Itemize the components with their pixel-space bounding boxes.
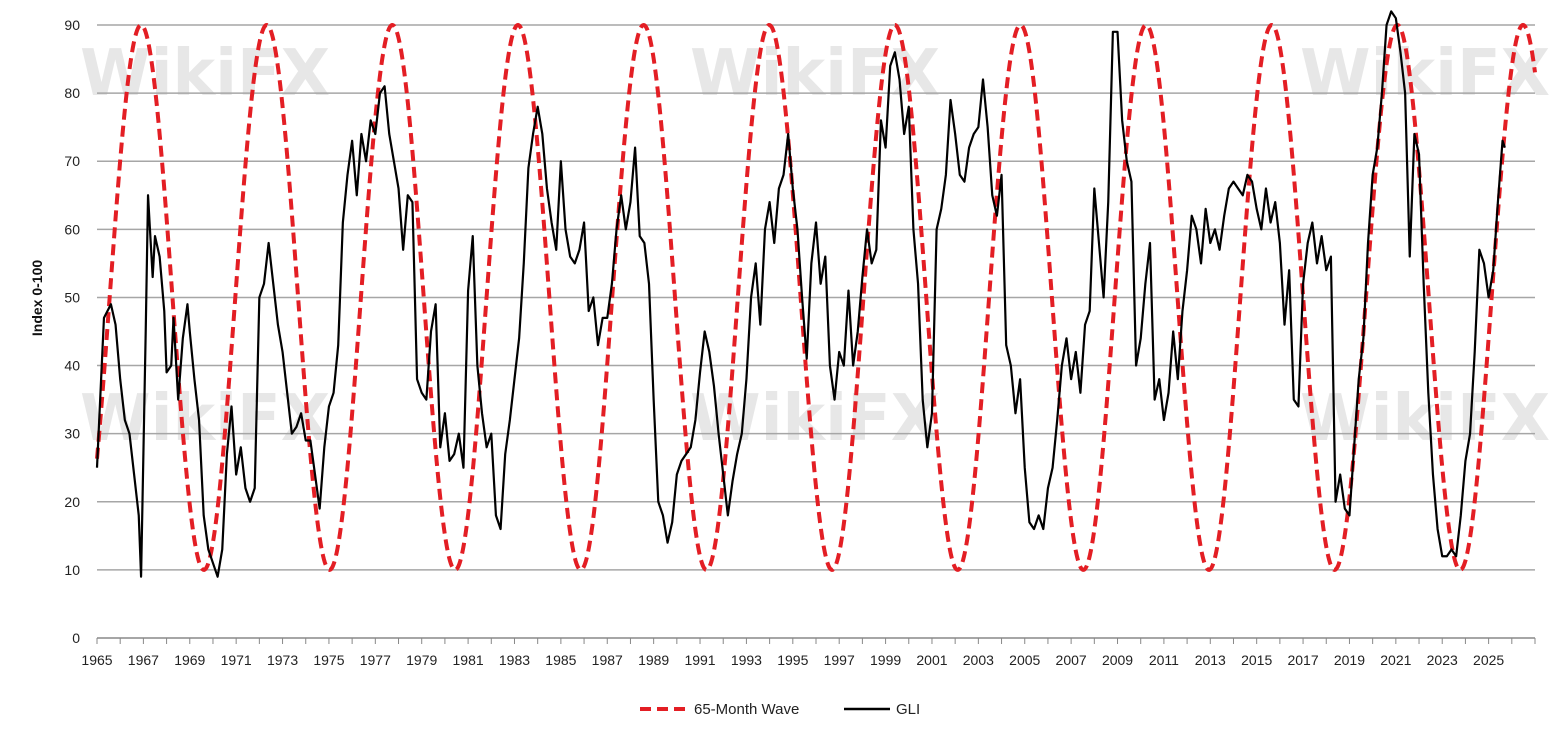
y-tick-label: 0: [72, 630, 80, 646]
x-tick-label: 1965: [81, 652, 112, 668]
x-tick-label: 2001: [916, 652, 947, 668]
y-tick-label: 20: [64, 494, 80, 510]
y-tick-label: 10: [64, 562, 80, 578]
x-tick-label: 1983: [499, 652, 530, 668]
x-tick-label: 1997: [824, 652, 855, 668]
y-tick-label: 40: [64, 358, 80, 374]
x-tick-label: 2011: [1149, 652, 1179, 668]
series-line-65-month-wave: [95, 22, 1537, 572]
legend-label-65-month-wave: 65-Month Wave: [694, 701, 799, 718]
x-axis: 1965 1967 1969 1971 1973 1975 1977 1979 1981 1983…: [81, 637, 1536, 668]
legend-label-gli: GLI: [896, 701, 920, 718]
x-tick-label: 1995: [777, 652, 808, 668]
x-tick-label: 1971: [221, 652, 252, 668]
y-tick-label: 30: [64, 426, 80, 442]
x-tick-label: 2019: [1334, 652, 1365, 668]
x-tick-label: 2023: [1427, 652, 1458, 668]
x-tick-label: 2005: [1009, 652, 1040, 668]
gridlines: [97, 24, 1535, 571]
x-tick-label: 2025: [1473, 652, 1504, 668]
x-tick-label: 1979: [406, 652, 437, 668]
y-axis-ticks: 0 10 20 30 40 50 60 70 80 90: [64, 17, 80, 646]
y-tick-label: 50: [64, 289, 80, 305]
x-tick-label: 1999: [870, 652, 901, 668]
x-tick-label: 2021: [1380, 652, 1411, 668]
x-tick-label: 1987: [592, 652, 623, 668]
y-tick-label: 60: [64, 221, 80, 237]
watermark-text: WikiFX: [80, 37, 330, 111]
series-line-gli: [95, 10, 1506, 578]
x-tick-label: 2009: [1102, 652, 1133, 668]
y-tick-label: 80: [64, 85, 80, 101]
x-tick-label: 1977: [360, 652, 391, 668]
x-tick-label: 1981: [453, 652, 484, 668]
x-tick-label: 1989: [638, 652, 669, 668]
legend: 65-Month Wave GLI: [640, 701, 920, 718]
x-tick-label: 1993: [731, 652, 762, 668]
y-tick-label: 90: [64, 17, 80, 33]
x-tick-label: 2015: [1241, 652, 1272, 668]
x-tick-label: 2017: [1287, 652, 1318, 668]
x-tick-label: 2007: [1056, 652, 1087, 668]
x-tick-label: 1991: [684, 652, 715, 668]
x-tick-label: 1985: [545, 652, 576, 668]
watermark-text: WikiFX: [80, 382, 330, 456]
y-tick-label: 70: [64, 153, 80, 169]
x-tick-label: 1967: [128, 652, 159, 668]
watermark-text: WikiFX: [1300, 37, 1550, 111]
x-tick-label: 1969: [174, 652, 205, 668]
x-tick-label: 2013: [1195, 652, 1226, 668]
x-tick-label: 1975: [313, 652, 344, 668]
watermark-text: WikiFX: [1300, 382, 1550, 456]
x-tick-label: 1973: [267, 652, 298, 668]
y-axis-label: Index 0-100: [29, 260, 45, 336]
x-tick-label: 2003: [963, 652, 994, 668]
